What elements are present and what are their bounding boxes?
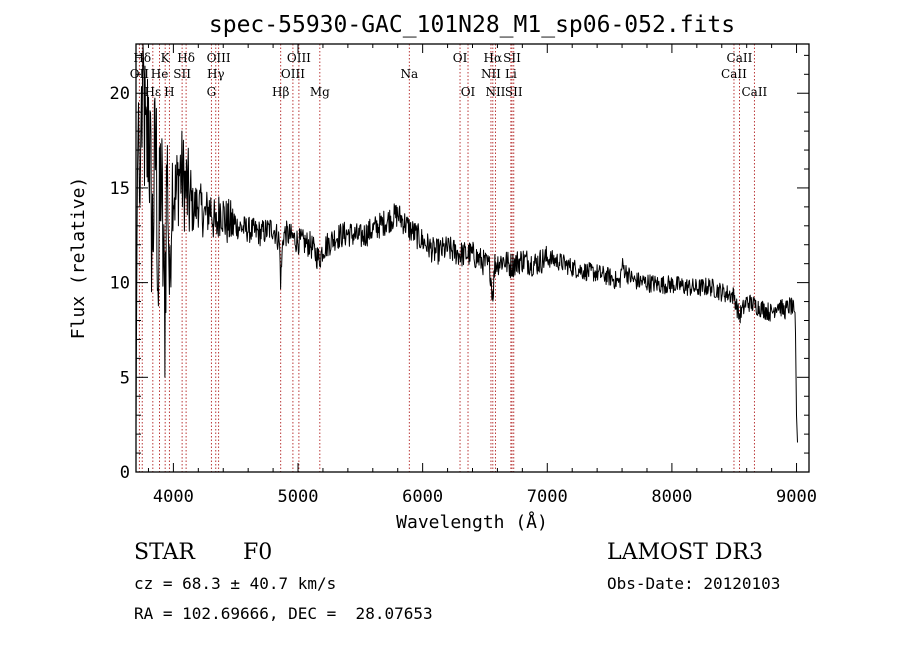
velocity-text: cz = 68.3 ± 40.7 km/s: [134, 574, 337, 593]
x-tick-label: 4000: [153, 487, 194, 507]
x-axis-label: Wavelength (Å): [396, 511, 548, 533]
spectral-line-label: OIII: [207, 51, 231, 65]
chart-title: spec-55930-GAC_101N28_M1_sp06-052.fits: [209, 12, 735, 38]
spectral-line-label: SII: [173, 67, 191, 81]
y-tick-label: 20: [110, 84, 130, 104]
x-tick-label: 8000: [651, 487, 692, 507]
spectrum-series: [135, 43, 798, 443]
y-tick-label: 15: [110, 179, 130, 199]
x-tick-label: 6000: [402, 487, 443, 507]
spectral-line-label: SII: [505, 85, 523, 99]
spectral-line-label: Hε: [144, 85, 161, 99]
y-axis-label: Flux (relative): [68, 177, 89, 340]
axis-ticks: 4000 5000 6000 7000 8000 9000 0 5 10 15 20: [110, 44, 817, 507]
y-tick-label: 10: [110, 274, 130, 294]
spectral-line-label: Hβ: [272, 85, 289, 99]
x-tick-label: 9000: [776, 487, 817, 507]
spectral-line-label: OI: [453, 51, 468, 65]
spectral-line-label: NII: [481, 67, 501, 81]
spectral-line-label: SII: [503, 51, 521, 65]
x-tick-label: 7000: [527, 487, 568, 507]
spectral-line-label: Hγ: [207, 67, 225, 81]
spectral-line-label: NII: [485, 85, 505, 99]
spectral-line-label: Mg: [310, 85, 330, 99]
y-tick-label: 5: [120, 368, 130, 388]
spectral-line-label: OIII: [281, 67, 305, 81]
object-subclass: F0: [243, 540, 273, 565]
spectral-line-label: Hδ: [177, 51, 195, 65]
x-tick-label: 5000: [278, 487, 319, 507]
line-markers: [138, 44, 755, 472]
spectral-line-label: Hδ: [133, 51, 151, 65]
spectral-line-label: CaII: [727, 51, 753, 65]
spectral-line-label: OIII: [287, 51, 311, 65]
spectral-line-label: G: [207, 85, 217, 99]
obs-date-text: Obs-Date: 20120103: [607, 574, 781, 593]
spectral-line-label: Li: [505, 67, 517, 81]
spectral-line-label: Na: [400, 67, 418, 81]
plot-frame: [135, 43, 810, 473]
spectral-line-label: OI: [461, 85, 476, 99]
spectrum-line: [135, 43, 798, 443]
survey-label: LAMOST DR3: [607, 540, 763, 565]
object-class: STAR: [134, 540, 195, 565]
y-tick-label: 0: [120, 463, 130, 483]
spectral-line-label: Hα: [484, 51, 503, 65]
coords-text: RA = 102.69666, DEC = 28.07653: [134, 604, 433, 623]
spectral-line-label: H: [164, 85, 174, 99]
spectral-line-label: CaII: [721, 67, 747, 81]
spectral-line-label: CaII: [741, 85, 767, 99]
spectral-line-label: He: [151, 67, 169, 81]
spectral-line-label: OII: [130, 67, 150, 81]
spectral-line-label: K: [161, 51, 171, 65]
